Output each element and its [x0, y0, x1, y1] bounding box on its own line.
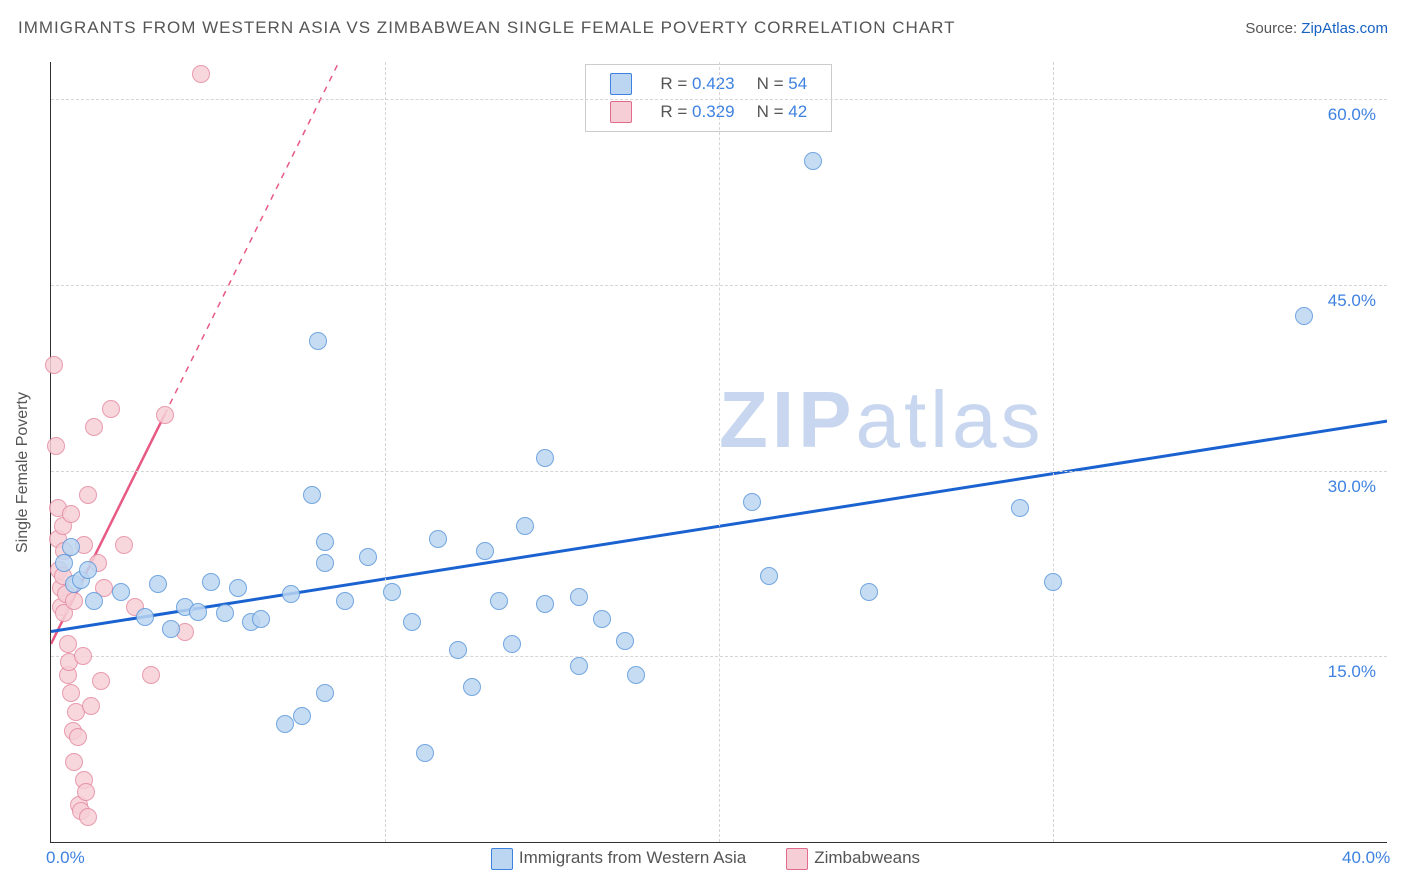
- data-point: [202, 573, 220, 591]
- data-point: [62, 505, 80, 523]
- data-point: [45, 356, 63, 374]
- chart-title: IMMIGRANTS FROM WESTERN ASIA VS ZIMBABWE…: [18, 18, 956, 38]
- source-attribution: Source: ZipAtlas.com: [1245, 20, 1388, 37]
- watermark-bold: ZIP: [719, 375, 855, 464]
- data-point: [293, 707, 311, 725]
- data-point: [85, 592, 103, 610]
- data-point: [142, 666, 160, 684]
- data-point: [536, 449, 554, 467]
- y-axis-label: Single Female Poverty: [14, 392, 32, 553]
- legend-item: Immigrants from Western Asia: [491, 848, 746, 867]
- correlation-legend: R = 0.423N = 54R = 0.329N = 42: [585, 64, 832, 132]
- source-link[interactable]: ZipAtlas.com: [1301, 20, 1388, 37]
- data-point: [383, 583, 401, 601]
- legend-row: R = 0.329N = 42: [600, 99, 817, 125]
- data-point: [252, 610, 270, 628]
- data-point: [570, 657, 588, 675]
- data-point: [760, 567, 778, 585]
- data-point: [62, 538, 80, 556]
- data-point: [136, 608, 154, 626]
- data-point: [860, 583, 878, 601]
- data-point: [59, 635, 77, 653]
- data-point: [65, 592, 83, 610]
- data-point: [92, 672, 110, 690]
- data-point: [216, 604, 234, 622]
- data-point: [189, 603, 207, 621]
- data-point: [102, 400, 120, 418]
- data-point: [476, 542, 494, 560]
- data-point: [47, 437, 65, 455]
- data-point: [85, 418, 103, 436]
- data-point: [303, 486, 321, 504]
- plot-area: ZIPatlas R = 0.423N = 54R = 0.329N = 42: [50, 62, 1387, 843]
- data-point: [69, 728, 87, 746]
- legend-item: Zimbabweans: [786, 848, 920, 867]
- data-point: [463, 678, 481, 696]
- x-tick-label: 0.0%: [46, 848, 85, 868]
- data-point: [192, 65, 210, 83]
- source-label: Source:: [1245, 20, 1297, 37]
- data-point: [229, 579, 247, 597]
- data-point: [359, 548, 377, 566]
- y-tick-label: 15.0%: [1316, 662, 1376, 682]
- data-point: [316, 554, 334, 572]
- data-point: [449, 641, 467, 659]
- data-point: [115, 536, 133, 554]
- data-point: [74, 647, 92, 665]
- data-point: [65, 753, 83, 771]
- data-point: [62, 684, 80, 702]
- data-point: [593, 610, 611, 628]
- data-point: [77, 783, 95, 801]
- data-point: [627, 666, 645, 684]
- y-tick-label: 45.0%: [1316, 291, 1376, 311]
- data-point: [516, 517, 534, 535]
- data-point: [149, 575, 167, 593]
- data-point: [743, 493, 761, 511]
- data-point: [82, 697, 100, 715]
- data-point: [162, 620, 180, 638]
- data-point: [416, 744, 434, 762]
- data-point: [1011, 499, 1029, 517]
- data-point: [804, 152, 822, 170]
- data-point: [490, 592, 508, 610]
- data-point: [112, 583, 130, 601]
- data-point: [403, 613, 421, 631]
- data-point: [1295, 307, 1313, 325]
- data-point: [536, 595, 554, 613]
- data-point: [79, 808, 97, 826]
- data-point: [79, 561, 97, 579]
- data-point: [570, 588, 588, 606]
- data-point: [316, 684, 334, 702]
- data-point: [429, 530, 447, 548]
- data-point: [79, 486, 97, 504]
- data-point: [282, 585, 300, 603]
- data-point: [336, 592, 354, 610]
- data-point: [616, 632, 634, 650]
- data-point: [309, 332, 327, 350]
- data-point: [55, 554, 73, 572]
- watermark: ZIPatlas: [719, 374, 1044, 466]
- data-point: [316, 533, 334, 551]
- data-point: [1044, 573, 1062, 591]
- y-tick-label: 60.0%: [1316, 105, 1376, 125]
- series-legend: Immigrants from Western Asia Zimbabweans: [491, 848, 960, 870]
- data-point: [276, 715, 294, 733]
- legend-row: R = 0.423N = 54: [600, 71, 817, 97]
- watermark-rest: atlas: [855, 375, 1044, 464]
- x-tick-label: 40.0%: [1342, 848, 1390, 868]
- data-point: [156, 406, 174, 424]
- data-point: [503, 635, 521, 653]
- y-tick-label: 30.0%: [1316, 477, 1376, 497]
